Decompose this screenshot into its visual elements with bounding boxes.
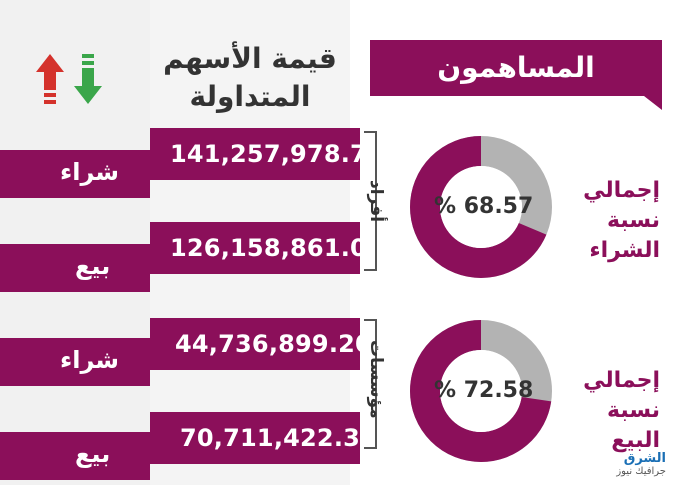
- row-1-action: شراء: [60, 158, 120, 186]
- row-3-value: 44,736,899.20: [175, 330, 372, 358]
- title-banner: [370, 40, 662, 96]
- buy-ratio-label-line1: إجمالي: [583, 178, 660, 203]
- left-column-background: [0, 0, 150, 485]
- group-institutions-label: مؤسسات: [366, 340, 386, 419]
- row-3-value-bar: [150, 318, 360, 370]
- logo-line1: الشرق: [623, 451, 666, 466]
- row-1-action-bar: [0, 150, 150, 198]
- sell-ratio-label-line1: إجمالي: [583, 368, 660, 393]
- up-down-arrows-icon: [36, 54, 102, 104]
- row-4-action: بيع: [75, 440, 111, 468]
- row-2-value: 126,158,861.01: [170, 234, 384, 262]
- column-header-line2: المتداولة: [189, 80, 311, 113]
- title-banner-tail: [644, 96, 662, 110]
- column-header-line1: قيمة الأسهم: [163, 42, 337, 75]
- page-title: المساهمون القطريون: [437, 51, 595, 140]
- row-2-action: بيع: [75, 252, 111, 280]
- row-1-value: 141,257,978.73: [170, 140, 384, 168]
- sell-ratio-label: إجمالي نسبة البيع: [560, 366, 660, 456]
- row-2-action-bar: [0, 244, 150, 292]
- buy-ratio-label-line2: نسبة الشراء: [589, 208, 660, 263]
- sell-ratio-value: % 72.58: [434, 378, 534, 403]
- column-header: قيمة الأسهم المتداولة: [150, 40, 350, 116]
- row-4-value: 70,711,422.32: [180, 424, 377, 452]
- row-4-action-bar: [0, 432, 150, 480]
- row-3-action: شراء: [60, 346, 120, 374]
- sell-ratio-label-line2: نسبة البيع: [607, 398, 660, 453]
- logo-line2: جرافيك نيوز: [616, 466, 666, 477]
- row-2-value-bar: [150, 222, 360, 274]
- row-4-value-bar: [150, 412, 360, 464]
- group-individuals-label: أفراد: [366, 180, 386, 223]
- row-3-action-bar: [0, 338, 150, 386]
- buy-ratio-label: إجمالي نسبة الشراء: [560, 176, 660, 266]
- sell-ratio-donut: [410, 320, 552, 462]
- group-brackets: [364, 131, 377, 449]
- buy-ratio-donut: [410, 136, 552, 278]
- sharq-graphic-news-logo: الشرق جرافيك نيوز: [596, 452, 666, 482]
- buy-ratio-value: % 68.57: [434, 194, 534, 219]
- row-1-value-bar: [150, 128, 360, 180]
